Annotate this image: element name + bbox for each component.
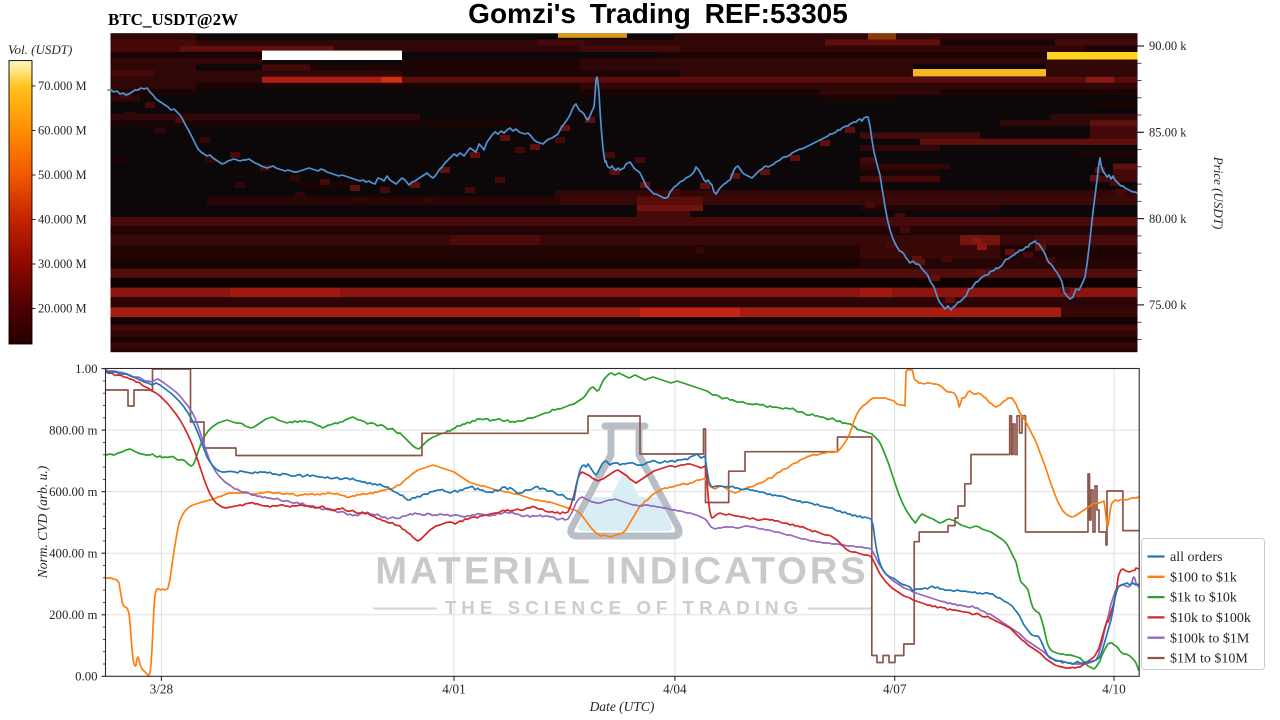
svg-text:80.00 k: 80.00 k <box>1149 212 1187 226</box>
svg-text:$1M to $10M: $1M to $10M <box>1170 652 1248 667</box>
svg-text:30.000 M: 30.000 M <box>38 257 87 271</box>
svg-text:400.00 m: 400.00 m <box>49 547 97 561</box>
svg-text:all orders: all orders <box>1170 550 1222 565</box>
svg-text:THE SCIENCE OF TRADING: THE SCIENCE OF TRADING <box>445 597 803 618</box>
svg-text:75.00 k: 75.00 k <box>1149 298 1187 312</box>
svg-text:20.000 M: 20.000 M <box>38 302 87 316</box>
svg-text:Date (UTC): Date (UTC) <box>589 699 655 714</box>
svg-text:Price (USDT): Price (USDT) <box>1211 156 1226 230</box>
svg-text:$10k to $100k: $10k to $100k <box>1170 611 1251 626</box>
svg-text:50.000 M: 50.000 M <box>38 168 87 182</box>
svg-text:40.000 M: 40.000 M <box>38 213 87 227</box>
svg-text:Gomzi's Trading REF:53305: Gomzi's Trading REF:53305 <box>468 0 848 29</box>
svg-text:Norm. CVD (arb. u.): Norm. CVD (arb. u.) <box>35 465 50 579</box>
svg-text:85.00 k: 85.00 k <box>1149 126 1187 140</box>
svg-text:4/07: 4/07 <box>883 681 907 696</box>
svg-text:MATERIAL INDICATORS: MATERIAL INDICATORS <box>375 551 868 593</box>
svg-text:$1k to $10k: $1k to $10k <box>1170 591 1237 606</box>
svg-text:800.00 m: 800.00 m <box>49 423 97 437</box>
svg-text:200.00 m: 200.00 m <box>49 608 97 622</box>
svg-text:Vol. (USDT): Vol. (USDT) <box>8 42 72 57</box>
svg-text:3/28: 3/28 <box>150 681 174 696</box>
svg-text:600.00 m: 600.00 m <box>49 485 97 499</box>
svg-text:0.00: 0.00 <box>75 670 97 684</box>
svg-text:$100k to $1M: $100k to $1M <box>1170 631 1250 646</box>
svg-text:60.000 M: 60.000 M <box>38 124 87 138</box>
svg-text:90.00 k: 90.00 k <box>1149 39 1187 53</box>
svg-text:4/04: 4/04 <box>663 681 687 696</box>
svg-text:70.000 M: 70.000 M <box>38 79 87 93</box>
svg-text:4/01: 4/01 <box>442 681 465 696</box>
svg-text:BTC_USDT@2W: BTC_USDT@2W <box>108 10 238 29</box>
svg-text:$100 to $1k: $100 to $1k <box>1170 570 1237 585</box>
svg-text:1.00: 1.00 <box>75 362 97 376</box>
svg-text:4/10: 4/10 <box>1102 681 1126 696</box>
